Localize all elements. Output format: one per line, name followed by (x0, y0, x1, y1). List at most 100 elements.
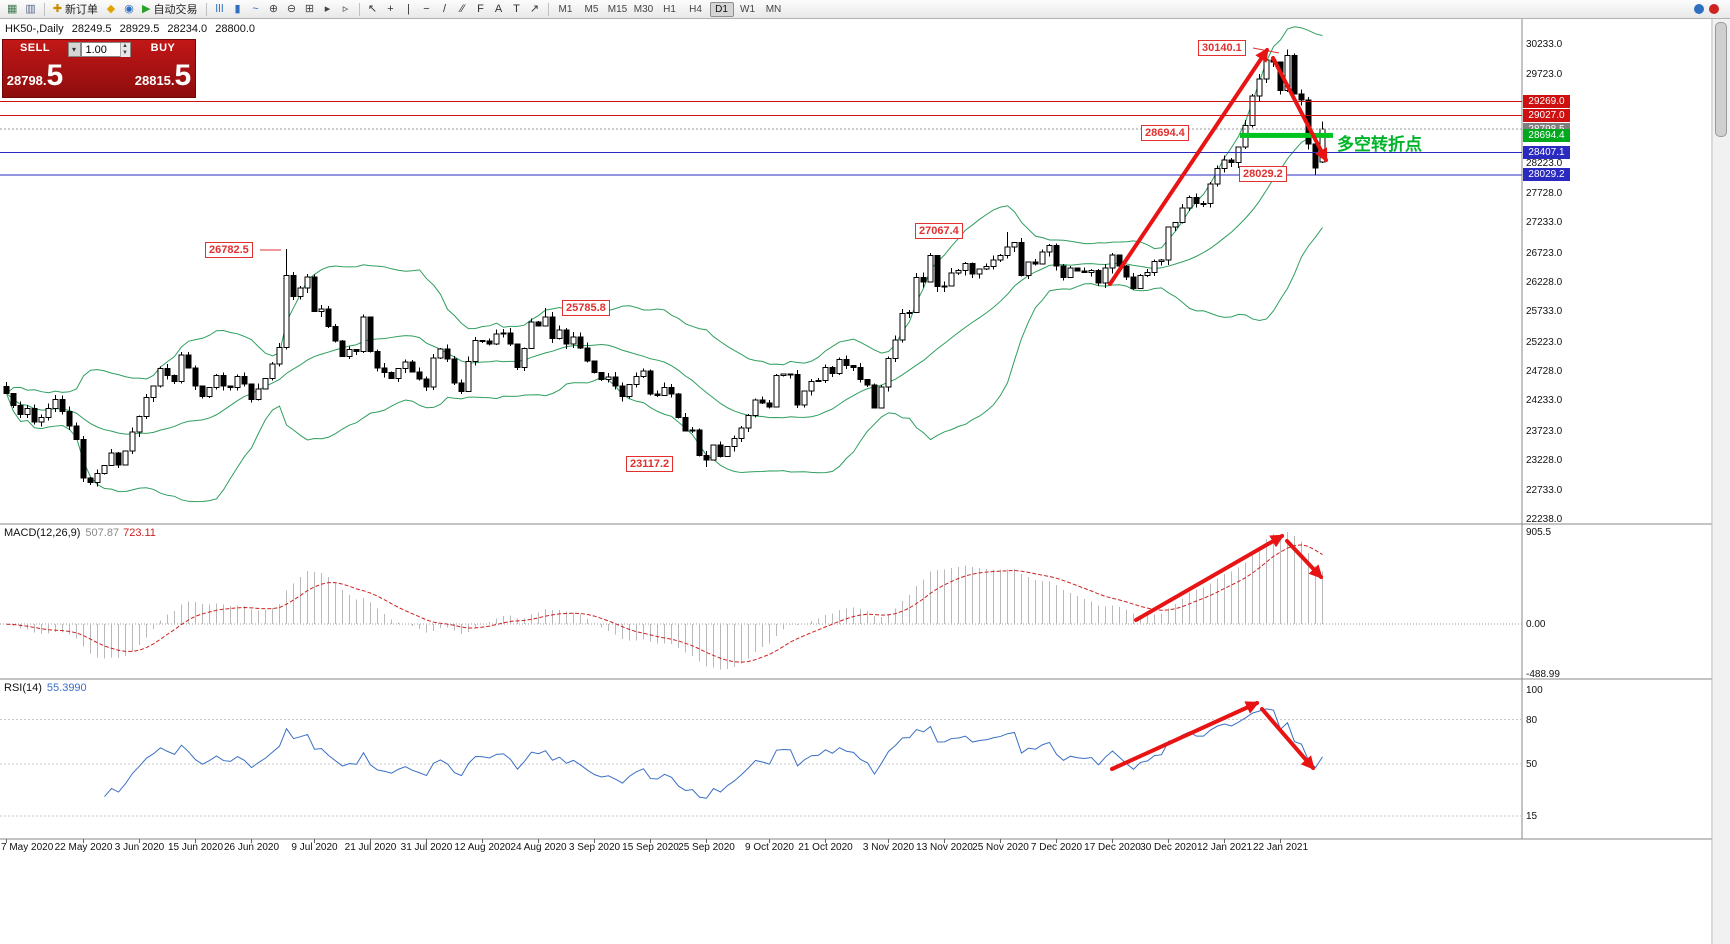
price-label-flag[interactable]: 28694.4 (1141, 125, 1189, 141)
fibonacci-button[interactable]: F (472, 1, 490, 17)
bar-chart-button[interactable]: ǀǀǀ (211, 1, 229, 17)
horizontal-line-button[interactable]: − (418, 1, 436, 17)
horizontal-line-icon: − (423, 2, 430, 15)
price-label-flag[interactable]: 25785.8 (562, 300, 610, 316)
market-watch-icon: ◆ (106, 2, 116, 15)
candlestick-chart-button[interactable]: ▮ (229, 1, 247, 17)
vertical-scrollbar[interactable] (1713, 19, 1730, 944)
time-axis-label: 22 Jan 2021 (1252, 842, 1309, 853)
price-axis-tick: 24728.0 (1526, 366, 1563, 378)
price-axis-tick: 26723.0 (1526, 247, 1563, 259)
volume-stepper[interactable]: ▲ ▼ (119, 42, 130, 57)
timeframe-mn[interactable]: MN (765, 3, 782, 15)
price-label-flag[interactable]: 27067.4 (915, 223, 963, 239)
cursor-button[interactable]: ↖ (364, 1, 382, 17)
profiles-icon: ▥ (25, 2, 36, 15)
market-watch-button[interactable]: ◆ (102, 1, 120, 17)
timeframe-m30[interactable]: M30 (633, 3, 654, 15)
new-chart-button[interactable]: ▦ (3, 1, 21, 17)
toolbar-separator (547, 2, 549, 16)
crosshair-button[interactable]: + (382, 1, 400, 17)
volume-input[interactable]: 1.00 ▲ ▼ (80, 42, 131, 57)
toolbar-separator (205, 2, 207, 16)
line-chart-button[interactable]: ~ (247, 1, 265, 17)
volume-control: ▾ 1.00 ▲ ▼ (67, 40, 131, 97)
autotrade-label: 自动交易 (153, 4, 198, 16)
rsi-value: 55.3990 (46, 682, 87, 694)
buy-label: BUY (150, 42, 176, 54)
macd-main-value: 507.87 (85, 527, 120, 539)
price-axis-marker: 29027.0 (1523, 109, 1570, 123)
buy-button[interactable]: BUY 28815.5 (131, 40, 195, 97)
cursor-icon: ↖ (367, 2, 378, 15)
price-axis-marker: 29269.0 (1523, 94, 1570, 108)
time-axis-label: 9 Oct 2020 (745, 842, 794, 853)
zoom-in-button[interactable]: ⊕ (265, 1, 283, 17)
timeframe-m5[interactable]: M5 (584, 3, 599, 15)
toolbar-buttons: ▦ ▥ ✚ 新订单 ◆ ◉ ▶ 自动交易 ǀǀǀ ▮ ~ ⊕ ⊖ ⊞ ▸ ▹ ↖ + | − / ∕∕ F A T ↗ (3, 1, 553, 17)
sell-price: 28798.5 (6, 59, 64, 92)
new-order-label: 新订单 (65, 4, 99, 16)
price-axis-tick: 24233.0 (1526, 395, 1563, 407)
community-icon[interactable] (1694, 4, 1704, 14)
time-axis-label: 17 Dec 2020 (1084, 842, 1141, 853)
chart-shift-button[interactable]: ▹ (337, 1, 355, 17)
fibonacci-icon: F (477, 2, 484, 15)
equidistant-channel-button[interactable]: ∕∕ (454, 1, 472, 17)
price-axis-marker: 28407.1 (1523, 145, 1570, 159)
price-axis-tick: 27728.0 (1526, 187, 1563, 199)
chevron-down-icon: ▾ (71, 45, 76, 54)
price-axis-tick: 26228.0 (1526, 276, 1563, 288)
zoom-in-icon: ⊕ (268, 2, 279, 15)
new-order-button-button[interactable]: ✚ 新订单 (49, 1, 102, 17)
arrows-tool-button[interactable]: ↗ (526, 1, 544, 17)
time-axis-label: 7 Dec 2020 (1030, 842, 1083, 853)
timeframe-m1[interactable]: M1 (558, 3, 573, 15)
timeframe-d1[interactable]: D1 (709, 1, 734, 17)
macd-axis-tick: 0.00 (1526, 619, 1546, 631)
crosshair-icon: + (387, 2, 394, 15)
auto-scroll-button[interactable]: ▸ (319, 1, 337, 17)
notifications-icon[interactable] (1709, 4, 1719, 14)
tile-windows-button[interactable]: ⊞ (301, 1, 319, 17)
time-axis-label: 15 Jun 2020 (167, 842, 224, 853)
arrows-tool-icon: ↗ (529, 2, 540, 15)
timeframe-w1[interactable]: W1 (740, 3, 755, 15)
rsi-indicator-label: RSI(14) 55.3990 (4, 682, 87, 694)
price-axis-tick: 30233.0 (1526, 39, 1563, 50)
price-label-flag[interactable]: 30140.1 (1198, 40, 1246, 56)
autotrade-button: ▶ (142, 2, 151, 15)
sell-button[interactable]: SELL 28798.5 (3, 40, 67, 97)
text-button[interactable]: A (490, 1, 508, 17)
price-label-flag[interactable]: 28029.2 (1239, 166, 1287, 182)
stepper-down-icon[interactable]: ▼ (120, 49, 130, 57)
trendline-button[interactable]: / (436, 1, 454, 17)
timeframe-h1[interactable]: H1 (663, 3, 676, 15)
time-axis-label: 3 Jun 2020 (114, 842, 165, 853)
price-label-flag[interactable]: 26782.5 (205, 242, 253, 258)
timeframe-m15[interactable]: M15 (607, 3, 628, 15)
time-axis-label: 3 Sep 2020 (568, 842, 621, 853)
text-label-button[interactable]: T (508, 1, 526, 17)
sell-label: SELL (19, 42, 51, 54)
profiles-button[interactable]: ▥ (21, 1, 39, 17)
buy-price: 28815.5 (134, 59, 192, 92)
vertical-line-button[interactable]: | (400, 1, 418, 17)
navigator-button[interactable]: ◉ (120, 1, 138, 17)
ohlc-high: 28929.5 (119, 23, 160, 35)
stepper-up-icon[interactable]: ▲ (120, 42, 130, 50)
order-type-dropdown[interactable]: ▾ (67, 42, 81, 57)
time-axis-label: 12 Jan 2021 (1196, 842, 1253, 853)
zoom-out-button[interactable]: ⊖ (283, 1, 301, 17)
rsi-axis-tick: 50 (1526, 759, 1538, 770)
toolbar-separator (358, 2, 360, 16)
price-axis-tick: 29723.0 (1526, 69, 1563, 81)
timeframe-h4[interactable]: H4 (689, 3, 702, 15)
autotrade-button-button[interactable]: ▶ 自动交易 (138, 1, 201, 17)
macd-axis-tick: -488.99 (1526, 669, 1560, 680)
time-axis-label: 13 Nov 2020 (916, 842, 973, 853)
price-label-flag[interactable]: 23117.2 (626, 456, 674, 472)
scrollbar-thumb[interactable] (1715, 22, 1727, 137)
new-chart-icon: ▦ (7, 2, 18, 15)
